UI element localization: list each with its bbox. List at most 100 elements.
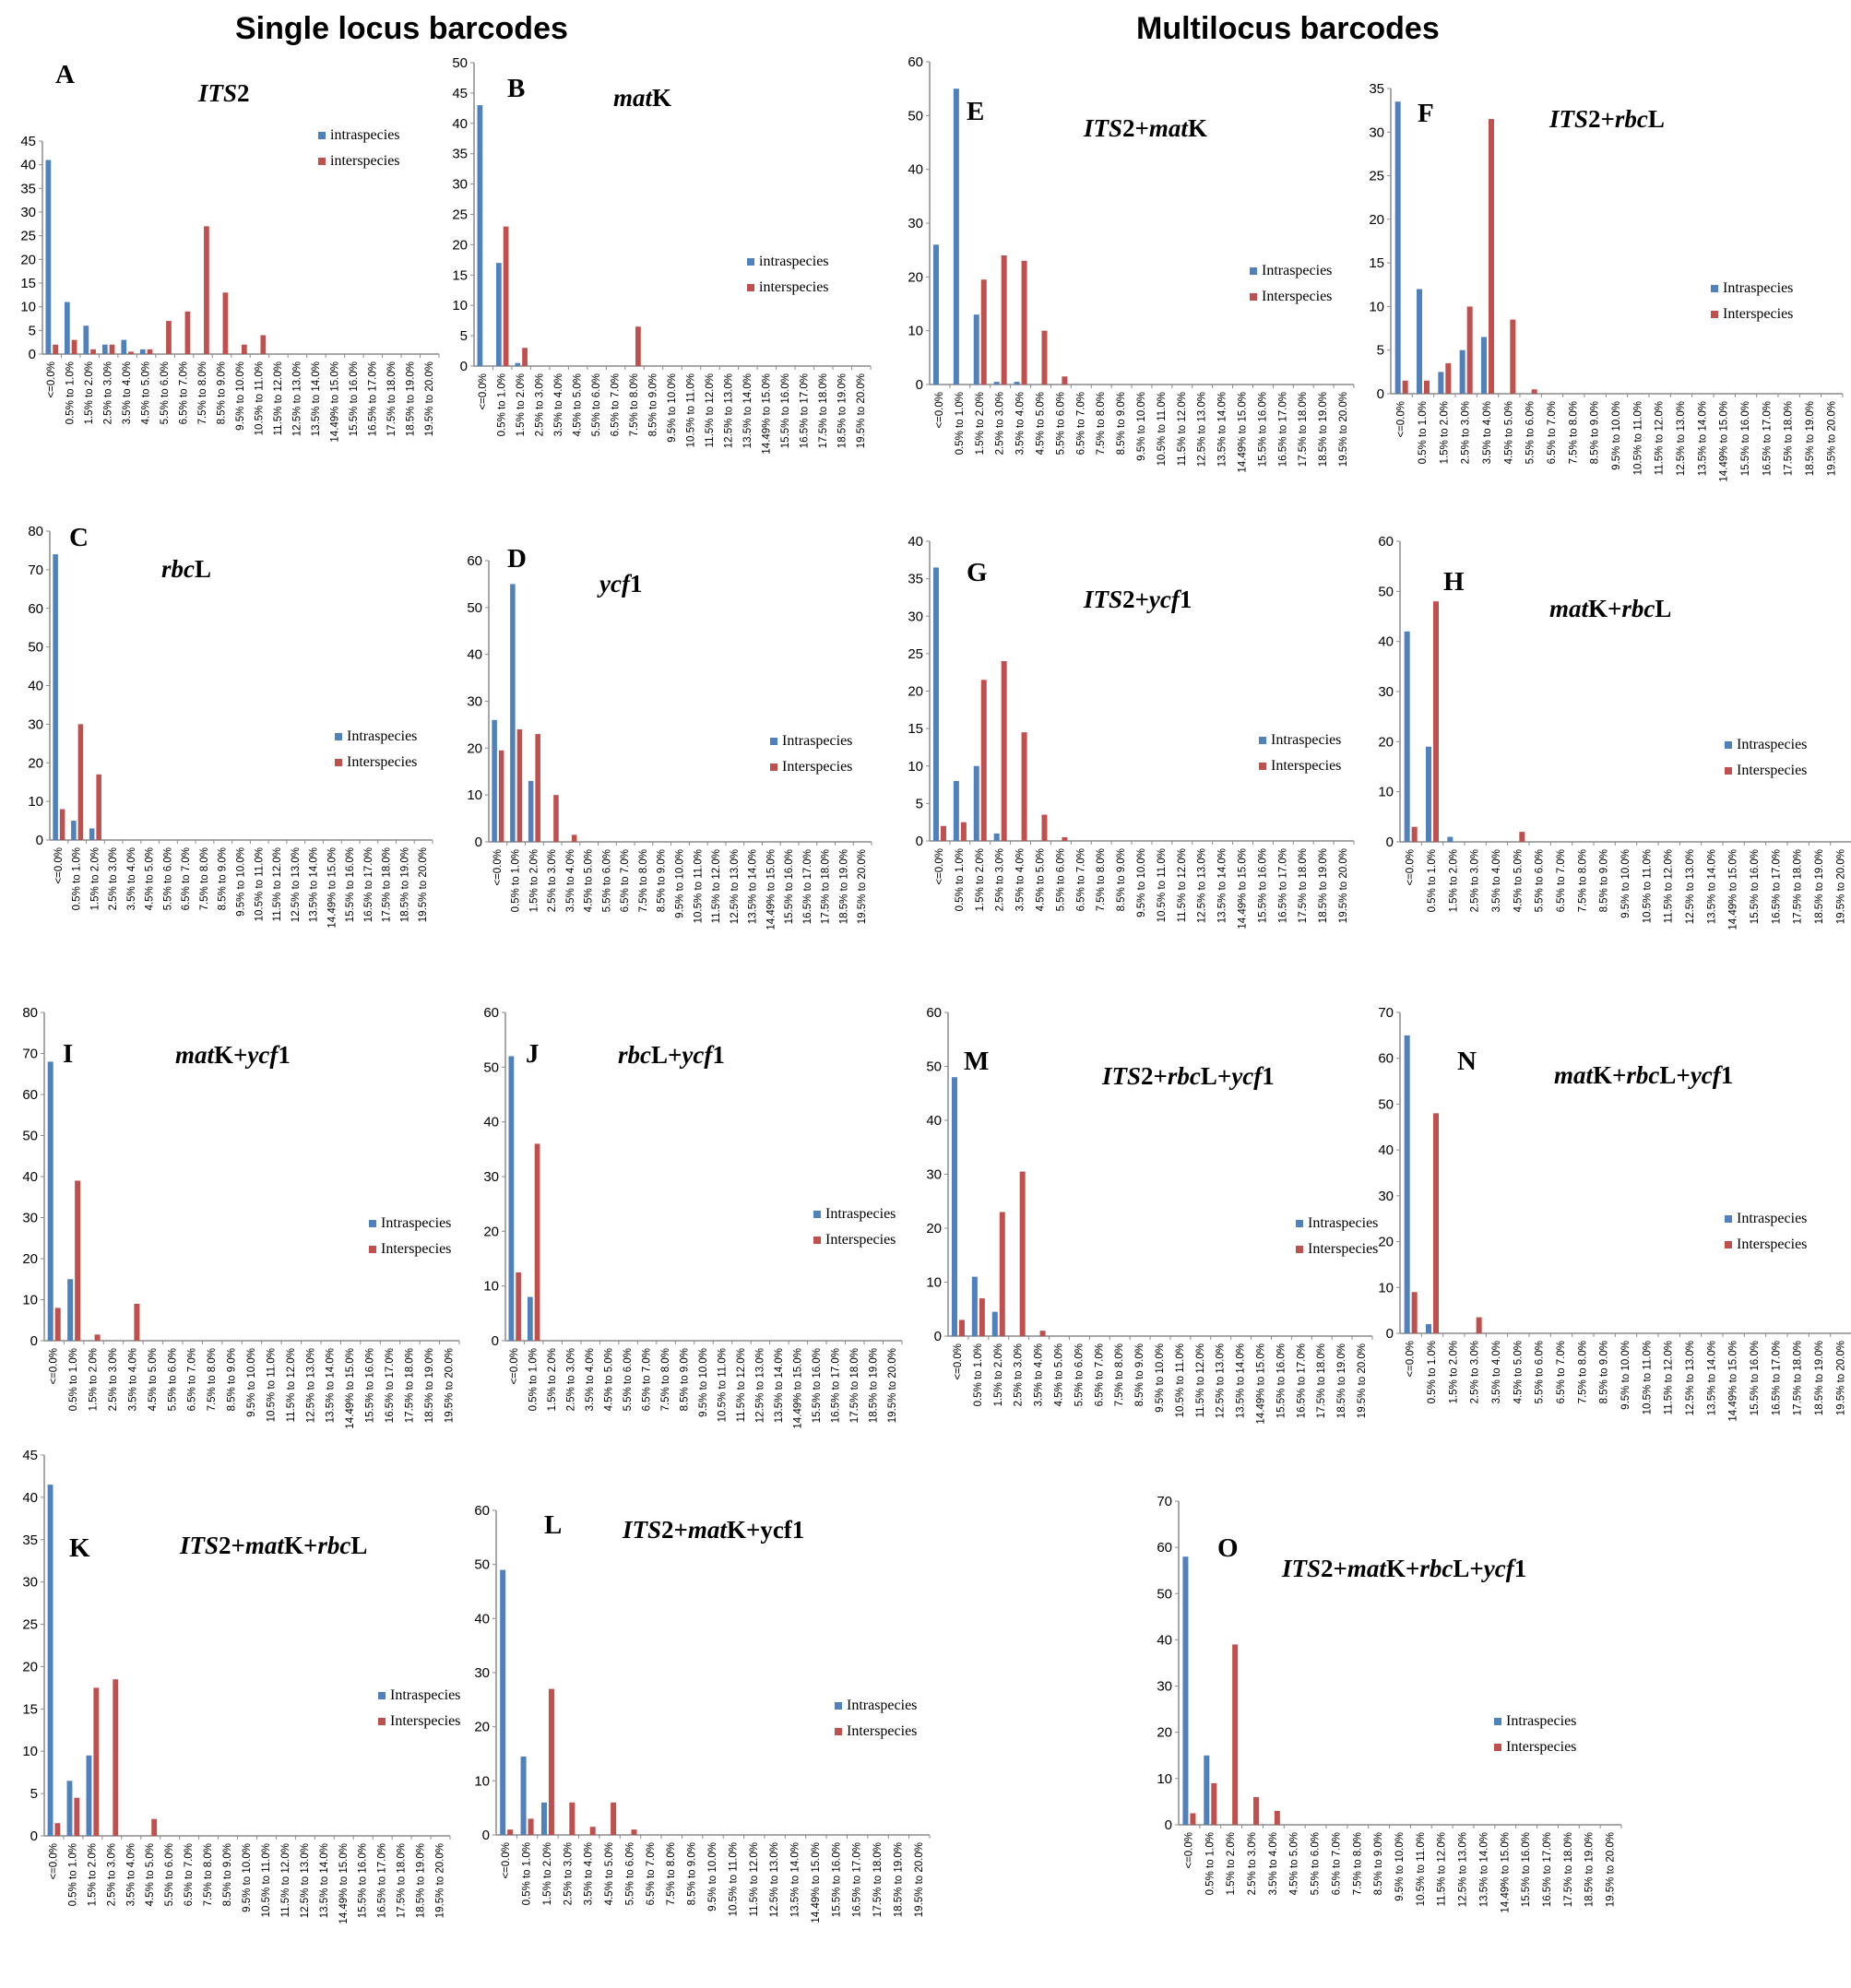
x-tick-label: 13.5% to 14.0% [790,1842,801,1917]
x-tick-label: 7.5% to 8.0% [1114,1343,1125,1406]
panel-title: matK+ycf1 [175,1041,291,1069]
x-tick-label: 16.5% to 17.0% [1771,849,1782,924]
legend-swatch [747,258,754,266]
x-tick-label: 10.5% to 11.0% [1175,1343,1186,1417]
y-tick-label: 20 [1157,1725,1172,1741]
x-tick-label: 12.5% to 13.0% [1458,1832,1469,1907]
inter-bar [516,1272,521,1341]
inter-bar [589,1827,596,1835]
chart-h: 0 10 20 30 40 50 60 <=0.0% 0.5% to 1.0% 1.5% to 2… [1378,534,1851,930]
panel-title: ITS2+ycf1 [1083,586,1192,613]
panel-title-part: L [1655,595,1671,622]
x-tick-label: 9.5% to 10.0% [675,849,686,918]
x-tick-label: 11.5% to 12.0% [1664,1341,1675,1414]
y-tick-label: 50 [1378,584,1394,599]
x-tick-label: <=0.0% [1406,849,1417,886]
intra-bar [932,567,939,841]
y-tick-label: 0 [29,347,36,362]
chart-c: 0 10 20 30 40 50 60 70 80 <=0.0% 0.5% to 1.0% 1.5% … [28,523,433,929]
panel-title: matK+rbcL [1549,595,1671,622]
legend-swatch [318,158,326,165]
legend-swatch [1259,737,1266,744]
x-tick-label: 12.5% to 13.0% [291,361,303,436]
x-tick-label: 6.5% to 7.0% [1094,1343,1105,1406]
x-tick-label: 19.5% to 20.0% [444,1348,455,1423]
inter-bar [498,750,504,842]
x-tick-label: 19.5% to 20.0% [418,847,429,922]
x-tick-label: 11.5% to 12.0% [286,1348,297,1422]
x-tick-label: <=0.0% [934,848,945,885]
x-tick-label: 10.5% to 11.0% [1642,1341,1653,1414]
panel-letter: D [507,544,527,574]
legend-swatch [770,763,777,771]
panel-title: rbcL [161,555,211,583]
inter-bar [1001,255,1007,385]
y-tick-label: 40 [20,158,36,173]
x-tick-label: 10.5% to 11.0% [1642,849,1653,923]
x-tick-label: 12.5% to 13.0% [291,847,302,922]
y-tick-label: 40 [1157,1632,1172,1648]
panel-title-part: 1 [278,1041,291,1069]
intra-bar [951,1077,957,1336]
x-tick-label: 10.5% to 11.0% [254,361,265,435]
legend-label: Interspecies [847,1723,917,1739]
x-tick-label: 5.5% to 6.0% [1055,392,1066,455]
y-tick-label: 10 [22,1744,38,1759]
x-tick-label: 11.5% to 12.0% [1195,1343,1206,1417]
panel-title-part: ycf [1688,1061,1724,1089]
inter-bar [571,834,577,842]
x-tick-label: 14.49% to 15.0% [765,849,777,930]
intra-bar [86,1755,92,1836]
chart-a: 0 5 10 15 20 25 30 35 40 45 <=0.0% 0.5% to 1.0% 1.5%… [20,60,440,443]
x-tick-label: 3.5% to 4.0% [125,1843,136,1906]
x-tick-label: 13.5% to 14.0% [774,1348,785,1423]
x-tick-label: 2.5% to 3.0% [103,361,114,424]
y-tick-label: 20 [1378,734,1394,750]
panel-title-part: 2+ [1122,114,1149,142]
panel-letter: H [1443,567,1465,597]
y-tick-label: 40 [1378,634,1394,650]
inter-bar [1519,832,1525,842]
y-tick-label: 15 [22,1701,38,1717]
y-tick-label: 40 [908,534,923,550]
y-tick-label: 20 [452,237,468,253]
inter-bar [958,1319,965,1336]
y-tick-label: 10 [908,324,923,339]
x-tick-label: 13.5% to 14.0% [311,361,322,436]
x-tick-label: 8.5% to 9.0% [1599,1341,1610,1403]
x-tick-label: 7.5% to 8.0% [638,849,649,912]
x-tick-label: 10.5% to 11.0% [1416,1832,1427,1906]
x-tick-label: 16.5% to 17.0% [1277,848,1288,923]
panel-title: ITS2 [197,79,250,107]
inter-bar [1476,1317,1482,1333]
x-tick-label: 14.49% to 15.0% [1500,1832,1511,1913]
legend-label: Intraspecies [1723,280,1793,296]
y-tick-label: 5 [460,328,468,344]
inter-bar [54,1823,61,1836]
panel-title-part: ITS [1281,1555,1321,1582]
x-tick-label: 7.5% to 8.0% [660,1348,671,1411]
x-tick-label: 15.5% to 16.0% [1750,849,1761,924]
y-tick-label: 10 [1369,299,1384,314]
legend-label: Interspecies [390,1713,460,1729]
x-tick-label: 19.5% to 20.0% [1338,848,1349,923]
x-tick-label: 13.5% to 14.0% [309,847,320,922]
y-tick-label: 40 [1378,1142,1394,1158]
inter-bar [1039,1331,1046,1336]
inter-bar [535,734,540,842]
x-tick-label: 4.5% to 5.0% [1289,1832,1300,1895]
y-tick-label: 30 [1157,1679,1172,1695]
x-tick-label: 5.5% to 6.0% [601,849,612,912]
y-tick-label: 30 [926,1167,942,1183]
x-tick-label: 12.5% to 13.0% [1685,849,1696,924]
x-tick-label: 18.5% to 19.0% [424,1348,435,1423]
x-tick-label: 10.5% to 11.0% [728,1842,739,1916]
inter-bar [1510,319,1516,394]
x-tick-label: <=0.0% [53,847,65,884]
panel-title: ITS2+matK+rbcL [179,1532,367,1559]
inter-bar [1190,1813,1196,1825]
x-tick-label: 15.5% to 16.0% [1257,848,1268,923]
x-tick-label: 18.5% to 19.0% [405,361,416,436]
y-tick-label: 10 [1378,785,1394,800]
intra-bar [508,1056,515,1341]
